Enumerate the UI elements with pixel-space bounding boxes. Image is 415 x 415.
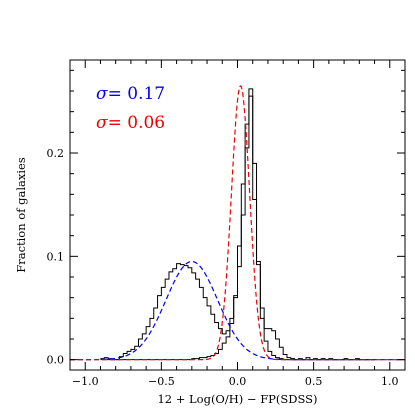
y-tick-label: 0.0 xyxy=(47,354,65,367)
gaussian-fit-3 xyxy=(70,85,405,361)
histogram-step-0 xyxy=(100,95,375,361)
x-tick-label: −0.5 xyxy=(148,375,175,388)
x-axis-label: 12 + Log(O/H) − FP(SDSS) xyxy=(157,392,317,406)
axis-ticks xyxy=(70,60,405,370)
plot-area xyxy=(69,85,405,361)
annotations: σ= 0.17σ= 0.06 xyxy=(96,84,165,133)
x-tick-label: 1.0 xyxy=(381,375,399,388)
sigma-symbol: σ xyxy=(96,113,108,133)
y-tick-label: 0.1 xyxy=(47,250,65,263)
y-axis-label: Fraction of galaxies xyxy=(14,157,28,273)
sigma-annotation: σ= 0.06 xyxy=(96,113,165,133)
x-tick-label: 0.0 xyxy=(229,375,247,388)
y-tick-label: 0.2 xyxy=(47,147,65,160)
x-tick-label: −1.0 xyxy=(72,375,99,388)
sigma-annotation: σ= 0.17 xyxy=(96,84,165,104)
tick-labels: −1.0 −0.5 0.0 0.5 1.0 0.0 0.1 0.2 xyxy=(47,147,399,388)
sigma-value: = 0.06 xyxy=(108,113,166,133)
x-tick-label: 0.5 xyxy=(305,375,323,388)
sigma-value: = 0.17 xyxy=(108,84,166,104)
sigma-symbol: σ xyxy=(96,84,108,104)
